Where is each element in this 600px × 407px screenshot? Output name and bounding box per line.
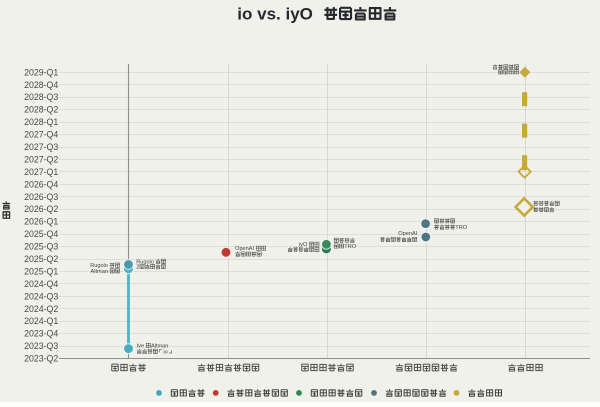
svg-text:2025-Q3: 2025-Q3 bbox=[24, 242, 58, 252]
svg-text:2025-Q4: 2025-Q4 bbox=[24, 229, 58, 239]
svg-text:io: io bbox=[163, 349, 167, 355]
svg-text:2025-Q2: 2025-Q2 bbox=[24, 254, 58, 264]
svg-text:2023-Q3: 2023-Q3 bbox=[24, 341, 58, 351]
svg-text:2027-Q2: 2027-Q2 bbox=[24, 154, 58, 164]
svg-text:2028-Q1: 2028-Q1 bbox=[24, 117, 58, 127]
svg-text:2024-Q4: 2024-Q4 bbox=[24, 279, 58, 289]
svg-text:2028-Q3: 2028-Q3 bbox=[24, 92, 58, 102]
svg-text:2028-Q2: 2028-Q2 bbox=[24, 105, 58, 115]
svg-text:2023-Q4: 2023-Q4 bbox=[24, 329, 58, 339]
svg-text:TRO: TRO bbox=[344, 244, 356, 250]
svg-text:2026-Q1: 2026-Q1 bbox=[24, 217, 58, 227]
svg-text:2027-Q4: 2027-Q4 bbox=[24, 130, 58, 140]
svg-text:iyO: iyO bbox=[299, 242, 308, 248]
svg-text:2026-Q2: 2026-Q2 bbox=[24, 204, 58, 214]
svg-text:Altman: Altman bbox=[91, 269, 108, 275]
svg-text:2029-Q1: 2029-Q1 bbox=[24, 67, 58, 77]
svg-text:Altman: Altman bbox=[151, 343, 168, 349]
svg-text:2028-Q4: 2028-Q4 bbox=[24, 80, 58, 90]
svg-text:OpenAI: OpenAI bbox=[235, 246, 254, 252]
svg-text:2026-Q4: 2026-Q4 bbox=[24, 179, 58, 189]
svg-text:2027-Q1: 2027-Q1 bbox=[24, 167, 58, 177]
svg-text:TRO: TRO bbox=[455, 225, 467, 231]
svg-text:OpenAI: OpenAI bbox=[398, 231, 417, 237]
svg-text:2027-Q3: 2027-Q3 bbox=[24, 142, 58, 152]
svg-text:2024-Q1: 2024-Q1 bbox=[24, 316, 58, 326]
svg-text:Ive: Ive bbox=[137, 343, 144, 349]
svg-text:io vs. iyO: io vs. iyO bbox=[237, 4, 313, 23]
svg-text:2025-Q1: 2025-Q1 bbox=[24, 266, 58, 276]
svg-text:2023-Q2: 2023-Q2 bbox=[24, 354, 58, 364]
svg-text:Rugolo: Rugolo bbox=[90, 263, 108, 269]
svg-text:2: 2 bbox=[136, 265, 139, 271]
svg-text:Rugolo: Rugolo bbox=[136, 259, 154, 265]
svg-text:2026-Q3: 2026-Q3 bbox=[24, 192, 58, 202]
svg-text:2024-Q3: 2024-Q3 bbox=[24, 291, 58, 301]
svg-text:2024-Q2: 2024-Q2 bbox=[24, 304, 58, 314]
